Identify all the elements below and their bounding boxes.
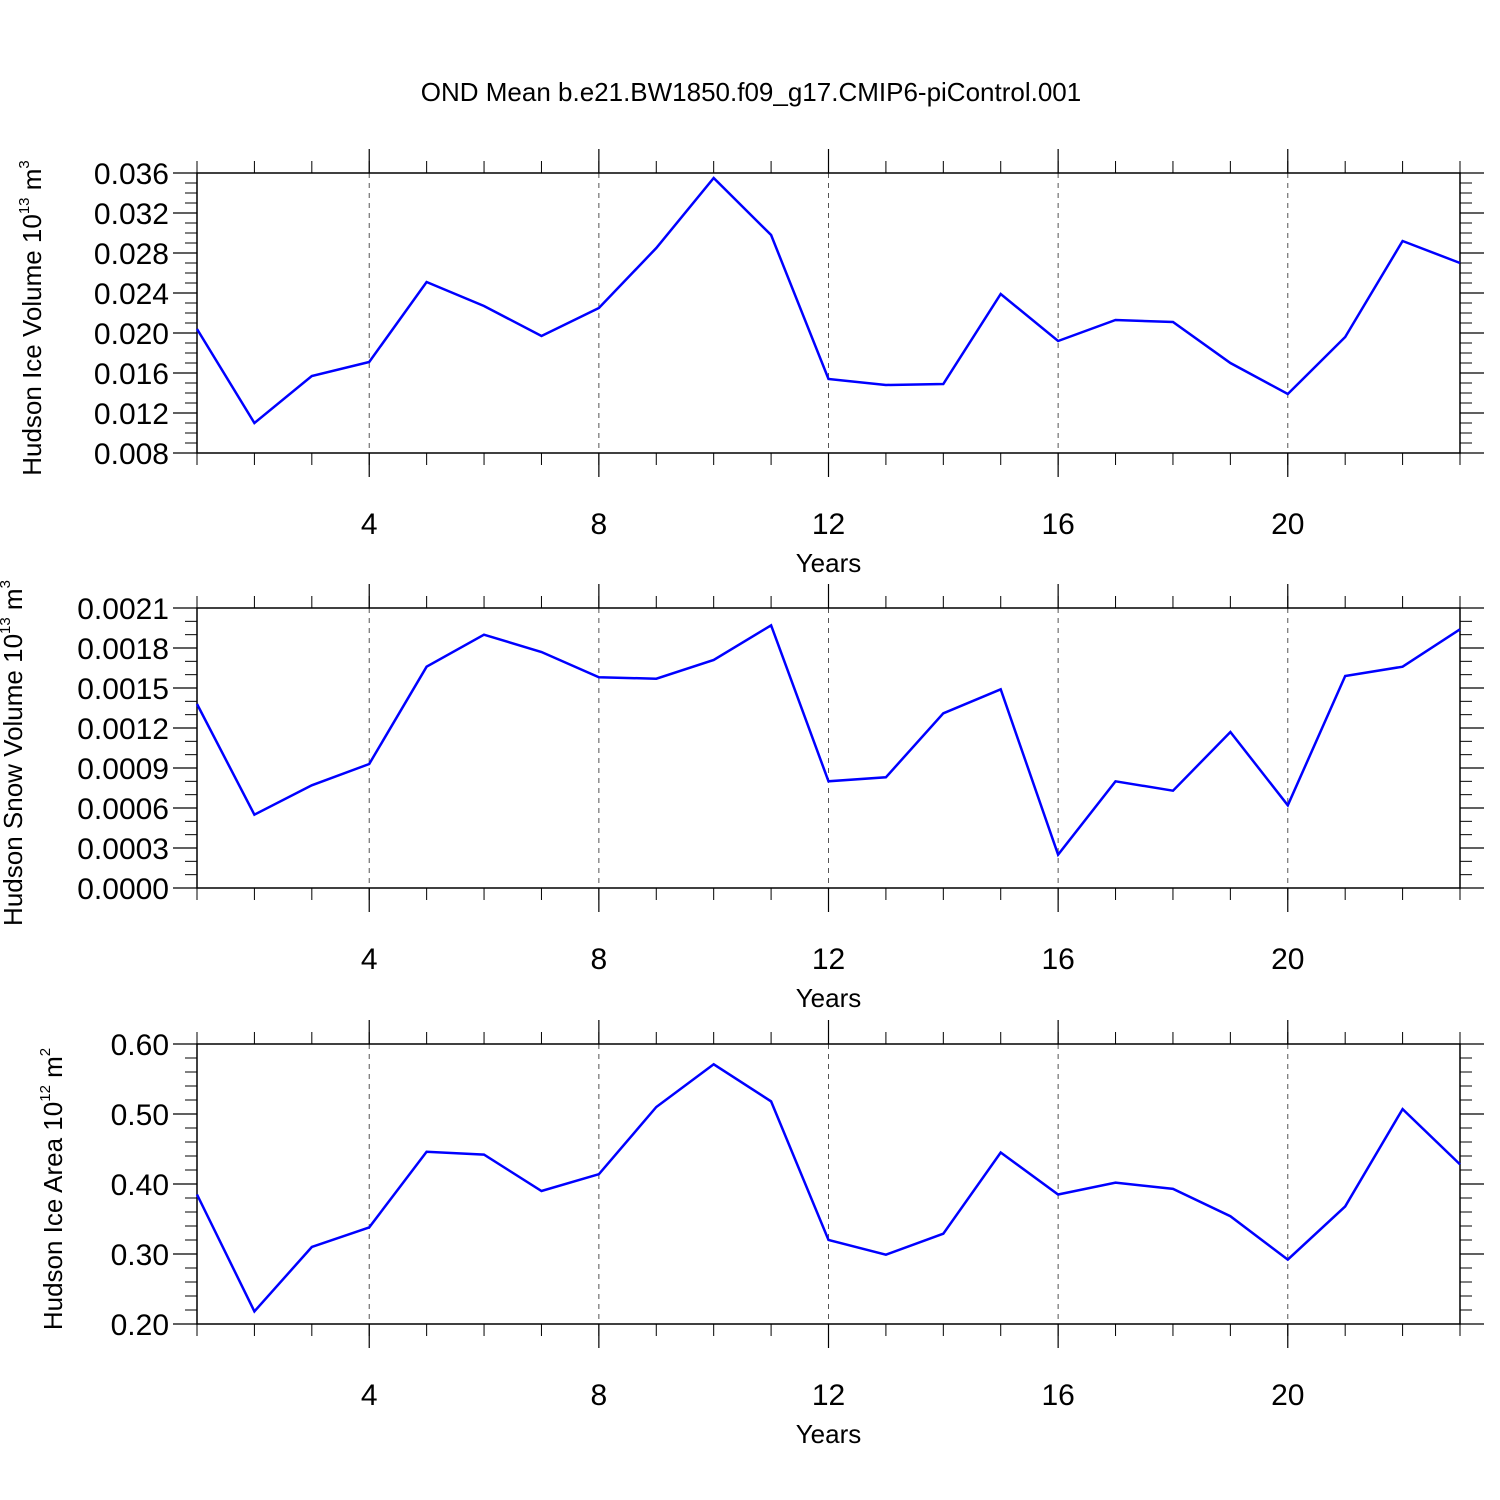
x-tick-label: 20: [1271, 1379, 1304, 1412]
figure-title: OND Mean b.e21.BW1850.f09_g17.CMIP6-piCo…: [421, 77, 1081, 107]
x-tick-label: 4: [361, 1379, 378, 1412]
y-tick-label: 0.0012: [77, 713, 169, 746]
panels: 4 8 12 16 20 0.008 0.012 0.016 0.020 0.024 0.028 0.…: [0, 149, 1484, 1449]
y-axis-label: Hudson Ice Area 1012 m2: [37, 1048, 68, 1330]
y-tick-label: 0.032: [94, 198, 169, 231]
panel-2: 4 8 12 16 20 0.0000 0.0003 0.0006 0.0009 0.0012 0.…: [0, 580, 1484, 1013]
y-tick-label: 0.0015: [77, 673, 169, 706]
x-tick-label: 20: [1271, 508, 1304, 541]
y-tick-label: 0.40: [111, 1169, 169, 1202]
y-axis-label: Hudson Ice Volume 1013 m3: [16, 160, 47, 476]
y-tick-label: 0.0018: [77, 633, 169, 666]
x-axis-label: Years: [796, 1419, 862, 1449]
y-tick-label: 0.20: [111, 1309, 169, 1342]
x-tick-label: 20: [1271, 943, 1304, 976]
x-tick-label: 8: [591, 508, 608, 541]
x-tick-label: 16: [1041, 1379, 1074, 1412]
x-tick-label: 12: [812, 1379, 845, 1412]
y-tick-label: 0.60: [111, 1029, 169, 1062]
x-tick-label: 4: [361, 943, 378, 976]
x-tick-label: 8: [591, 1379, 608, 1412]
y-tick-label: 0.012: [94, 398, 169, 431]
y-tick-label: 0.0003: [77, 833, 169, 866]
x-tick-label: 16: [1041, 943, 1074, 976]
y-tick-label: 0.016: [94, 358, 169, 391]
y-tick-label: 0.008: [94, 438, 169, 471]
y-axis-label: Hudson Snow Volume 1013 m3: [0, 580, 28, 926]
y-tick-label: 0.0000: [77, 873, 169, 906]
y-tick-label: 0.020: [94, 318, 169, 351]
y-tick-label: 0.30: [111, 1239, 169, 1272]
y-tick-label: 0.0009: [77, 753, 169, 786]
panel-1: 4 8 12 16 20 0.008 0.012 0.016 0.020 0.024 0.028 0.…: [16, 149, 1484, 578]
y-tick-label: 0.024: [94, 278, 169, 311]
y-tick-label: 0.028: [94, 238, 169, 271]
y-tick-label: 0.036: [94, 158, 169, 191]
panel-3: 4 8 12 16 20 0.20 0.30 0.40 0.50 0.60 Years Hudson …: [37, 1020, 1484, 1449]
x-axis-label: Years: [796, 548, 862, 578]
series-line-1: [195, 623, 1461, 858]
x-tick-label: 8: [591, 943, 608, 976]
y-tick-label: 0.0006: [77, 793, 169, 826]
x-axis-label: Years: [796, 983, 862, 1013]
x-tick-label: 12: [812, 508, 845, 541]
x-tick-label: 16: [1041, 508, 1074, 541]
x-tick-label: 4: [361, 508, 378, 541]
x-tick-label: 12: [812, 943, 845, 976]
y-tick-label: 0.50: [111, 1099, 169, 1132]
y-tick-label: 0.0021: [77, 593, 169, 626]
